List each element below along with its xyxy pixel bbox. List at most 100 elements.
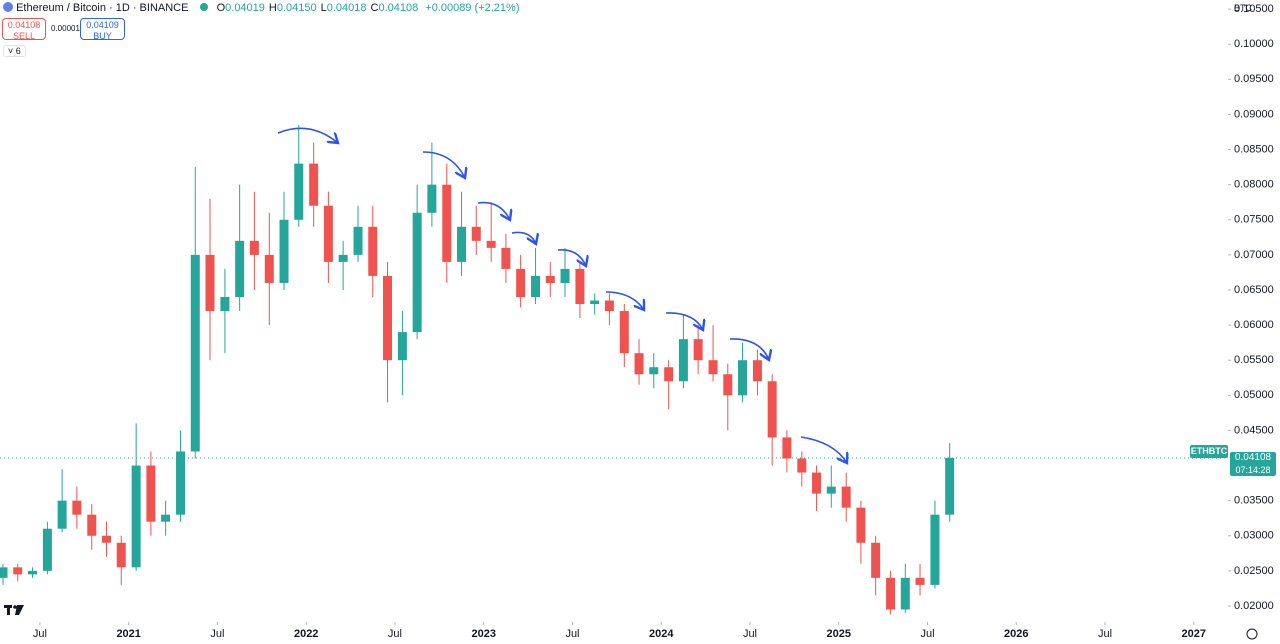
candle-body <box>87 514 97 536</box>
countdown: 07:14:28 <box>1235 464 1271 475</box>
y-tick-label: 0.08500 <box>1234 143 1274 155</box>
candle-body <box>693 339 703 361</box>
candle-body <box>294 163 304 220</box>
y-tick-label: 0.03000 <box>1234 530 1274 542</box>
candle-body <box>738 360 748 396</box>
symbol-label: ETHBTC <box>1190 445 1228 458</box>
x-tick-label: 2023 <box>471 628 495 640</box>
candle-body <box>457 226 467 262</box>
market-status <box>199 3 208 11</box>
symbol-header: Ethereum / Bitcoin · 1D · BINANCE O0.040… <box>3 2 519 14</box>
candle-body <box>841 486 851 508</box>
candle-body <box>560 268 570 283</box>
sell-button[interactable]: 0.04108 SELL <box>2 18 46 41</box>
candle-body <box>205 254 215 312</box>
candle-body <box>323 205 333 262</box>
x-tick-label: Jul <box>743 628 757 640</box>
spread: 0.00001 <box>51 24 80 33</box>
x-tick-label: 2027 <box>1182 628 1206 640</box>
candle-body <box>27 570 37 575</box>
candle-body <box>249 240 259 255</box>
y-tick-label: 0.06500 <box>1234 284 1274 296</box>
candle-body <box>856 507 866 543</box>
settings-icon[interactable] <box>1246 628 1258 640</box>
candle-body <box>338 254 348 262</box>
currency[interactable]: BTC <box>1234 3 1252 13</box>
candle-body <box>220 297 230 312</box>
last-price: 0.04108 <box>1234 451 1272 463</box>
y-tick-label: 0.08000 <box>1234 179 1274 191</box>
candle-body <box>353 226 363 255</box>
symbol-title: Ethereum / Bitcoin · 1D · BINANCE <box>16 2 189 14</box>
ohlc-legend: O0.04019 H0.04150 L0.04018 C0.04108 <box>217 2 423 14</box>
y-tick-label: 0.10000 <box>1234 38 1274 50</box>
candle-body <box>42 528 52 571</box>
candle-body <box>930 514 940 585</box>
y-tick-label: 0.02500 <box>1234 565 1274 577</box>
candle-body <box>161 514 171 522</box>
ohlc-value: 0.04150 <box>276 2 317 14</box>
arrow <box>665 312 703 330</box>
candle-body <box>368 226 378 276</box>
sell-price: 0.04108 <box>7 20 41 30</box>
candle-body <box>723 374 733 396</box>
change: +0.00089 (+2.21%) <box>425 2 520 14</box>
candle-body <box>531 275 541 298</box>
x-tick-label: 2026 <box>1004 628 1028 640</box>
candle-body <box>72 500 82 515</box>
arrow <box>422 151 465 178</box>
candle-body <box>664 367 674 382</box>
candle-body <box>945 457 955 515</box>
candle-body <box>782 437 792 459</box>
logo <box>4 605 24 615</box>
x-tick-label: 2024 <box>649 628 674 640</box>
x-tick-label: Jul <box>33 628 47 640</box>
candle-body <box>886 577 896 610</box>
x-tick-label: Jul <box>210 628 224 640</box>
y-tick-label: 0.09000 <box>1234 108 1274 120</box>
candle-body <box>871 542 881 578</box>
x-tick-label: Jul <box>565 628 579 640</box>
candle-body <box>752 360 762 382</box>
x-tick-label: Jul <box>1098 628 1112 640</box>
candle-body <box>471 226 481 241</box>
y-tick-label: 0.07000 <box>1234 249 1274 261</box>
candle-body <box>279 219 289 283</box>
candle-body <box>131 465 141 568</box>
y-tick-label: 0.05500 <box>1234 354 1274 366</box>
candle-body <box>486 240 496 248</box>
candle-body <box>235 240 245 298</box>
y-tick-label: 0.06000 <box>1234 319 1274 331</box>
candle-body <box>383 275 393 361</box>
y-tick-label: 0.07500 <box>1234 214 1274 226</box>
x-tick-label: 2022 <box>294 628 318 640</box>
buy-label: BUY <box>93 31 112 41</box>
x-tick-label: 2021 <box>116 628 140 640</box>
arrow <box>277 127 338 143</box>
candle-body <box>708 360 718 375</box>
arrow <box>511 231 536 244</box>
arrow <box>605 291 644 310</box>
sell-label: SELL <box>12 31 36 41</box>
logo-part <box>15 605 24 615</box>
candle-body <box>826 486 836 494</box>
candle-body <box>190 254 200 452</box>
x-tick-label: Jul <box>388 628 402 640</box>
indicators-toggle[interactable]: ˅ 6 <box>3 45 26 57</box>
candle-body <box>102 535 112 543</box>
indicator-count: 6 <box>15 46 21 56</box>
candle-body <box>442 184 452 262</box>
candle-body <box>412 212 422 333</box>
buy-button[interactable]: 0.04109 BUY <box>80 18 125 41</box>
last-price-label: 0.04108 07:14:28 <box>1230 451 1276 476</box>
candle-body <box>116 542 126 568</box>
candle-body <box>797 458 807 473</box>
candle-body <box>619 311 629 354</box>
candle-body <box>900 577 910 610</box>
annotations <box>277 127 847 463</box>
y-tick-label: 0.10500 <box>1234 3 1274 15</box>
candle-body <box>13 567 23 575</box>
candle-body <box>264 254 274 283</box>
